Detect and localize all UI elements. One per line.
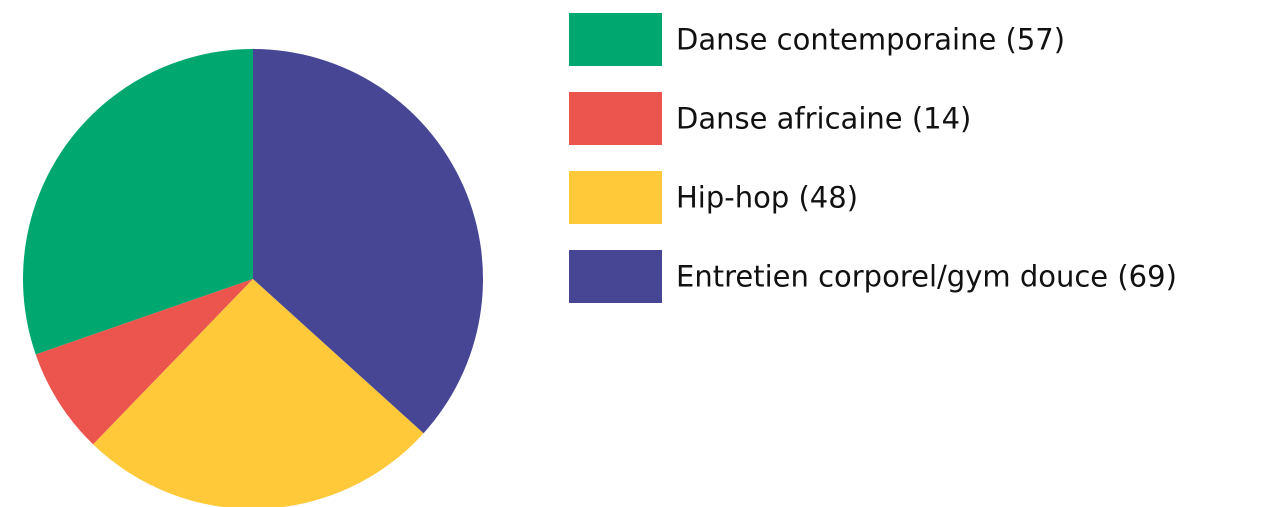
legend-label-hip-hop: Hip-hop (48): [676, 181, 858, 215]
pie-slice-entretien-corporel-gym-douce: [253, 48, 483, 434]
legend-swatch-danse-africaine: [569, 92, 662, 145]
legend-label-entretien-corporel-gym-douce: Entretien corporel/gym douce (69): [676, 260, 1177, 294]
legend-swatch-danse-contemporaine: [569, 13, 662, 66]
pie-slices: [23, 48, 483, 507]
legend: Danse contemporaine (57) Danse africaine …: [569, 13, 1177, 303]
legend-swatch-hip-hop: [569, 171, 662, 224]
pie-slice-danse-africaine: [35, 279, 254, 445]
legend-label-danse-africaine: Danse africaine (14): [676, 102, 971, 136]
pie-slice-danse-contemporaine: [23, 49, 253, 355]
pie-slice-hip-hop: [93, 279, 424, 507]
legend-label-danse-contemporaine: Danse contemporaine (57): [676, 23, 1065, 57]
legend-swatch-entretien-corporel-gym-douce: [569, 250, 662, 303]
